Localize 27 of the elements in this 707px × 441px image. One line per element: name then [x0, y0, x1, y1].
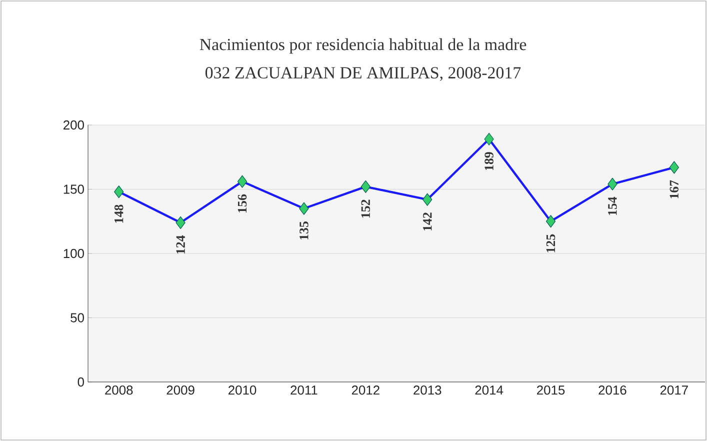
data-label: 135	[300, 222, 308, 240]
x-tick-label: 2017	[660, 386, 688, 395]
x-tick-label: 2013	[414, 386, 442, 395]
x-tick-label: 2008	[105, 386, 133, 395]
x-tick-label: 2009	[166, 386, 194, 395]
chart-title: Nacimientos por residencia habitual de la madre	[200, 38, 526, 54]
data-label: 167	[670, 180, 679, 198]
y-tick-label: 50	[70, 313, 84, 322]
x-tick-label: 2010	[228, 386, 256, 395]
y-tick-label: 200	[64, 120, 84, 130]
data-label: 142	[423, 212, 432, 230]
data-label: 148	[114, 204, 124, 223]
data-label: 124	[176, 235, 185, 254]
data-label: 152	[361, 200, 370, 218]
x-tick-label: 2014	[475, 386, 504, 395]
x-tick-label: 2011	[290, 386, 318, 395]
data-label: 156	[238, 194, 247, 212]
data-label: 125	[546, 234, 556, 252]
x-tick-label: 2016	[598, 386, 626, 395]
x-tick-label: 2012	[352, 386, 380, 395]
data-label: 189	[484, 152, 494, 170]
x-tick-label: 2015	[537, 386, 565, 395]
chart-subtitle: 032 ZACUALPAN DE AMILPAS, 2008-2017	[205, 67, 521, 81]
data-label: 154	[608, 196, 617, 216]
y-tick-label: 0	[78, 377, 84, 387]
y-tick-label: 150	[64, 184, 84, 194]
y-tick-label: 100	[64, 248, 84, 258]
